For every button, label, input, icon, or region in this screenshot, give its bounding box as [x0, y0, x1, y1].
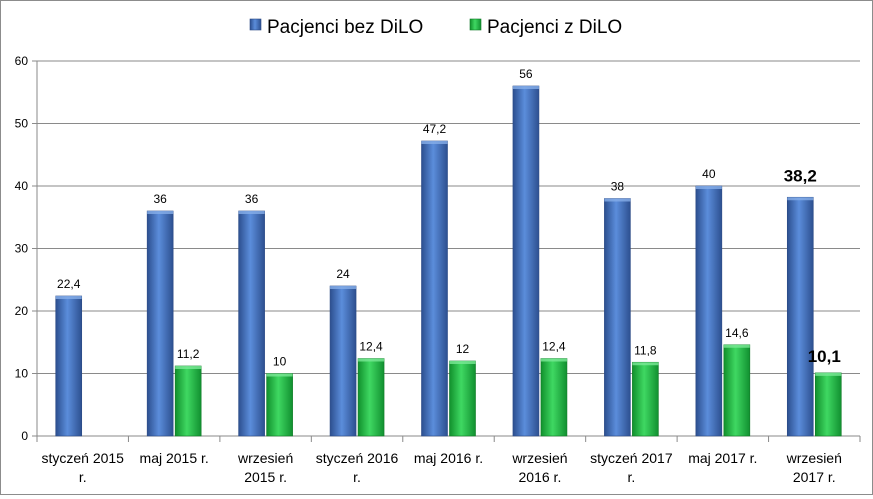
data-label: 11,8	[634, 343, 657, 357]
legend-label: Pacjenci bez DiLO	[267, 17, 423, 38]
y-tick-label: 60	[15, 54, 29, 68]
data-label: 40	[702, 167, 716, 181]
data-label: 36	[153, 192, 167, 206]
x-tick-label: maj 2015 r.	[140, 450, 209, 466]
bar-bez-dilo	[421, 140, 448, 437]
data-label: 47,2	[423, 122, 447, 136]
bar-z-dilo	[814, 372, 842, 437]
data-label: 38,2	[784, 166, 817, 185]
data-label: 12	[456, 342, 470, 356]
y-axis: 0 10 20 30 40 50 60	[15, 54, 38, 443]
data-label: 24	[336, 267, 350, 281]
bar-bez-dilo	[604, 198, 631, 437]
data-label: 12,4	[359, 340, 383, 354]
data-label: 36	[245, 192, 259, 206]
bar-top-highlight	[815, 372, 842, 376]
legend-label: Pacjenci z DiLO	[487, 17, 622, 38]
bar-z-dilo	[449, 360, 476, 437]
bar-top-highlight	[512, 86, 539, 89]
data-labels: 22,4 36 36 24 47,2 56 38 40 38,2 11,2 10 12,4 12 12,4…	[57, 67, 841, 369]
bar-bez-dilo	[329, 285, 357, 437]
x-tick-label: 2016 r.	[519, 469, 562, 485]
bar-z-dilo	[266, 373, 293, 437]
data-label: 38	[611, 180, 625, 194]
x-tick-label: styczeń 2017	[590, 450, 673, 466]
x-tick-label: 2017 r.	[793, 469, 836, 485]
x-axis: styczeń 2015 r. maj 2015 r. wrzesień 2015 r.…	[36, 436, 861, 485]
bar-bez-dilo	[695, 185, 723, 437]
data-label: 10,1	[808, 347, 841, 366]
x-tick-label: r.	[79, 469, 87, 485]
bar-top-highlight	[421, 141, 448, 144]
bar-z-dilo	[632, 361, 659, 437]
data-label: 12,4	[542, 340, 566, 354]
y-tick-label: 10	[15, 367, 29, 381]
bar-top-highlight	[175, 366, 202, 369]
data-label: 11,2	[177, 347, 200, 361]
bar-top-highlight	[723, 344, 750, 348]
y-tick-label: 40	[15, 179, 29, 193]
bar-bez-dilo	[786, 196, 814, 437]
bar-z-dilo	[174, 365, 202, 437]
x-tick-label: styczeń 2015	[41, 450, 124, 466]
data-label: 56	[519, 67, 533, 81]
bar-z-dilo	[540, 358, 568, 437]
bar-top-highlight	[632, 362, 659, 366]
bar-z-dilo	[357, 358, 385, 437]
bar-bez-dilo	[146, 210, 174, 437]
bar-top-highlight	[540, 358, 567, 362]
bar-bez-dilo	[238, 210, 265, 437]
x-tick-label: r.	[627, 469, 635, 485]
bar-top-highlight	[695, 186, 722, 189]
bar-top-highlight	[604, 198, 631, 202]
x-tick-label: r.	[353, 469, 361, 485]
data-label: 22,4	[57, 277, 81, 291]
data-label: 10	[273, 355, 287, 369]
bar-top-highlight	[238, 211, 265, 214]
bar-top-highlight	[55, 296, 82, 299]
bar-top-highlight	[358, 358, 385, 362]
legend-swatch-bez-dilo	[249, 18, 262, 31]
bar-top-highlight	[266, 373, 293, 377]
data-label: 14,6	[725, 326, 749, 340]
x-tick-label: 2015 r.	[244, 469, 287, 485]
x-tick-label: wrzesień	[786, 450, 842, 466]
x-tick-label: maj 2016 r.	[414, 450, 483, 466]
bar-z-dilo	[723, 344, 751, 437]
bar-top-highlight	[330, 286, 357, 289]
bar-bez-dilo	[55, 295, 83, 437]
bar-top-highlight	[449, 361, 476, 364]
y-tick-label: 50	[15, 117, 29, 131]
bar-top-highlight	[787, 197, 814, 201]
x-tick-label: wrzesień	[237, 450, 293, 466]
bars	[55, 85, 842, 437]
x-tick-label: wrzesień	[511, 450, 567, 466]
legend: Pacjenci bez DiLO Pacjenci z DiLO	[249, 17, 622, 38]
gridlines	[37, 60, 860, 437]
bar-bez-dilo	[512, 85, 540, 437]
x-tick-label: maj 2017 r.	[688, 450, 757, 466]
y-tick-label: 20	[15, 304, 29, 318]
bar-top-highlight	[147, 211, 174, 214]
x-tick-label: styczeń 2016	[316, 450, 399, 466]
legend-swatch-z-dilo	[469, 18, 482, 31]
y-tick-label: 0	[21, 429, 28, 443]
y-tick-label: 30	[15, 242, 29, 256]
